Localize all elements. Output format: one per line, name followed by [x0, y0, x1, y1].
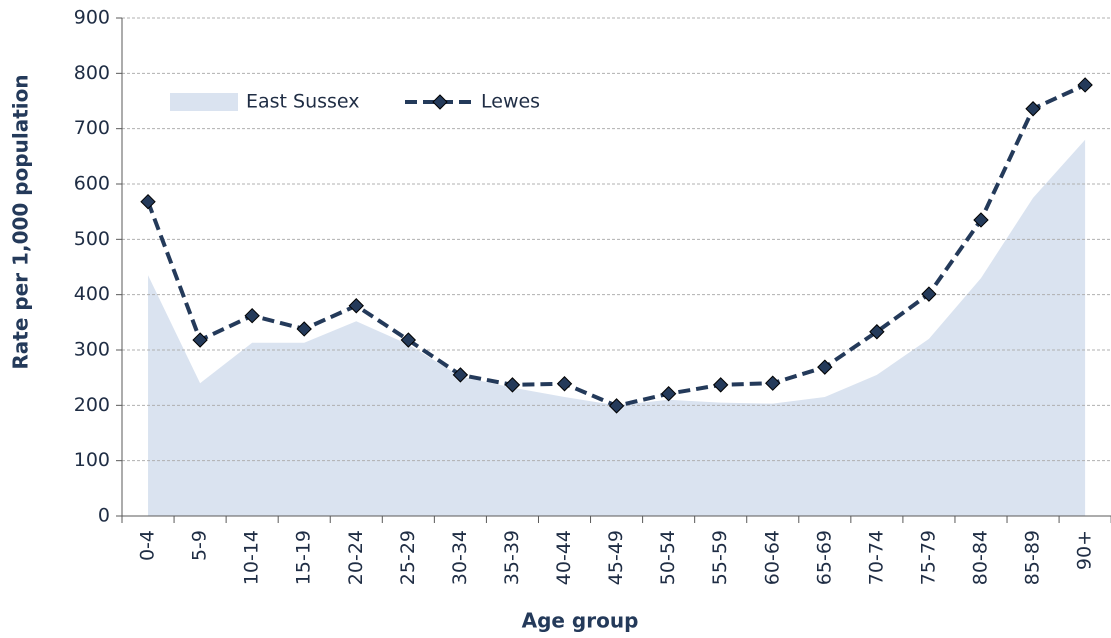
marker	[192, 332, 208, 348]
marker	[504, 377, 521, 393]
y-tick-label: 200	[74, 394, 110, 416]
area	[148, 139, 1086, 516]
marker	[921, 286, 937, 302]
x-tick-label: 40-44	[553, 530, 575, 585]
marker	[817, 359, 833, 375]
marker	[348, 298, 364, 314]
x-tick-label: 10-14	[241, 530, 263, 585]
marker	[973, 212, 989, 228]
marker	[452, 367, 469, 383]
legend-marker	[432, 94, 448, 110]
x-tick-label: 0-4	[137, 530, 159, 561]
x-tick-label: 90+	[1074, 530, 1096, 570]
x-tick-label: 55-59	[709, 530, 731, 585]
x-tick-label: 60-64	[761, 530, 783, 585]
marker	[660, 386, 677, 402]
y-tick-label: 400	[74, 283, 110, 305]
marker	[400, 332, 417, 348]
y-axis-title: Rate per 1,000 population	[9, 74, 33, 369]
marker	[556, 376, 573, 392]
marker	[712, 377, 729, 393]
x-tick-label: 45-49	[605, 530, 627, 585]
x-tick-label: 80-84	[969, 530, 991, 585]
marker	[1025, 101, 1041, 117]
marker	[296, 321, 312, 337]
marker	[1077, 77, 1093, 93]
x-tick-label: 5-9	[189, 530, 211, 561]
marker	[765, 375, 781, 391]
marker	[140, 193, 156, 210]
x-tick-label: 35-39	[501, 530, 523, 585]
y-tick-label: 600	[74, 173, 110, 195]
legend-swatch	[170, 93, 238, 111]
marker	[869, 324, 885, 340]
legend-label: Lewes	[481, 91, 540, 113]
x-tick-label: 65-69	[813, 530, 835, 585]
y-tick-label: 100	[74, 449, 110, 471]
marker	[608, 398, 625, 414]
x-axis-title: Age group	[522, 609, 639, 633]
x-tick-label: 85-89	[1022, 530, 1044, 585]
y-tick-label: 0	[98, 505, 110, 527]
y-tick-label: 900	[74, 7, 110, 29]
x-tick-label: 25-29	[397, 530, 419, 585]
y-tick-label: 800	[74, 62, 110, 84]
y-tick-label: 500	[74, 228, 110, 250]
x-tick-label: 15-19	[293, 530, 315, 585]
y-tick-label: 700	[74, 117, 110, 139]
x-tick-label: 75-79	[917, 530, 939, 585]
y-tick-label: 300	[74, 339, 110, 361]
x-tick-label: 50-54	[657, 530, 679, 585]
marker	[244, 307, 260, 324]
x-tick-label: 30-34	[449, 530, 471, 585]
x-tick-label: 70-74	[865, 530, 887, 585]
legend-label: East Sussex	[246, 91, 360, 113]
x-tick-label: 20-24	[345, 530, 367, 585]
